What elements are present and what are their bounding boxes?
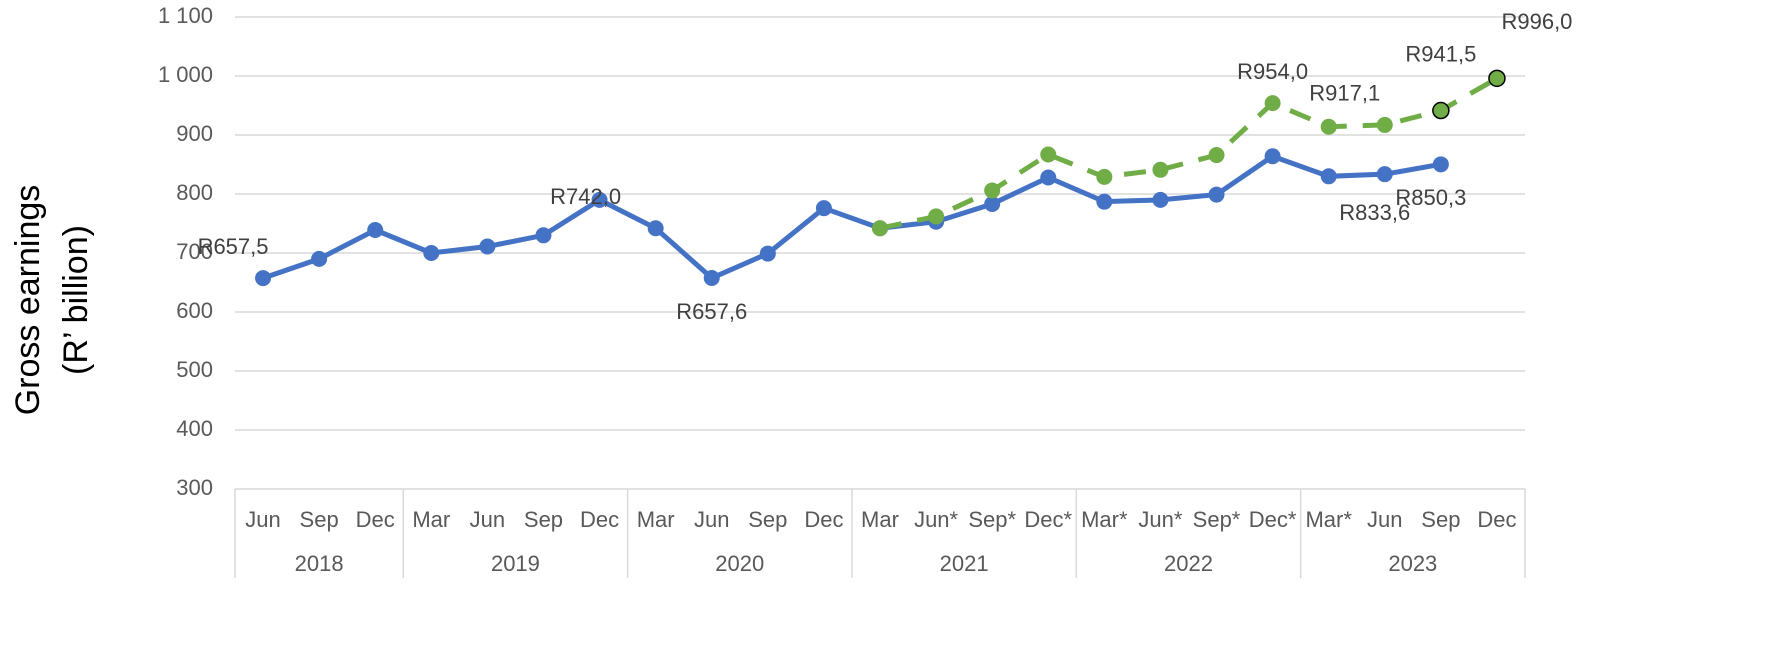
data-label: R657,6 [676, 299, 747, 324]
y-tick-label: 300 [176, 475, 213, 500]
x-tick-label: Dec [356, 507, 395, 532]
x-tick-label: Mar [861, 507, 899, 532]
x-tick-label: Mar* [1081, 507, 1128, 532]
point [1152, 161, 1169, 178]
group-label: 2023 [1388, 551, 1437, 576]
x-tick-label: Sep [524, 507, 563, 532]
y-tick-label: 900 [176, 121, 213, 146]
point [815, 200, 832, 217]
y-axis-title: (R’ billion) [57, 225, 95, 375]
x-tick-label: Jun* [1138, 507, 1182, 532]
x-tick-label: Mar [637, 507, 675, 532]
point [1040, 169, 1057, 186]
x-tick-label: Sep* [1193, 507, 1241, 532]
x-tick-label: Sep [748, 507, 787, 532]
series-line [262, 153, 1442, 281]
data-label: R996,0 [1501, 9, 1572, 34]
x-tick-label: Jun [470, 507, 505, 532]
y-tick-label: 1 000 [158, 62, 213, 87]
point [255, 270, 272, 287]
point [1096, 193, 1113, 210]
point [984, 182, 1001, 199]
x-tick-label: Jun [694, 507, 729, 532]
data-label: R742,0 [550, 184, 621, 209]
point [872, 220, 888, 237]
point [1208, 147, 1225, 164]
data-label: R833,6 [1339, 200, 1410, 225]
y-tick-label: 700 [176, 239, 213, 264]
point [1040, 146, 1057, 163]
y-tick-label: 1 100 [158, 3, 213, 28]
y-tick-label: 800 [176, 180, 213, 205]
point [1432, 101, 1450, 120]
data-label: R954,0 [1237, 59, 1308, 84]
point [367, 221, 384, 238]
group-label: 2019 [491, 551, 540, 576]
point [1264, 148, 1281, 165]
point [1152, 191, 1169, 208]
point [1096, 168, 1113, 185]
group-label: 2021 [940, 551, 989, 576]
x-tick-label: Mar* [1305, 507, 1352, 532]
point [647, 220, 664, 237]
x-tick-label: Sep [1421, 507, 1460, 532]
point [984, 196, 1001, 213]
x-tick-label: Dec [1477, 507, 1516, 532]
y-tick-label: 400 [176, 416, 213, 441]
x-tick-label: Jun [1367, 507, 1402, 532]
point [1376, 166, 1393, 183]
point [1376, 116, 1393, 133]
point [535, 227, 552, 244]
point [1320, 118, 1337, 135]
y-axis-title: Gross earnings [9, 185, 47, 416]
x-tick-label: Sep* [968, 507, 1016, 532]
point [1208, 186, 1225, 203]
data-label: R941,5 [1405, 41, 1476, 66]
group-label: 2020 [715, 551, 764, 576]
x-tick-label: Dec [804, 507, 843, 532]
x-tick-label: Jun* [914, 507, 958, 532]
point [479, 238, 496, 255]
data-label: R657,5 [198, 234, 269, 259]
point [1320, 168, 1337, 185]
x-tick-label: Mar [412, 507, 450, 532]
y-tick-label: 600 [176, 298, 213, 323]
point [311, 250, 328, 267]
point [423, 245, 440, 261]
point [1264, 95, 1281, 112]
y-tick-label: 500 [176, 357, 213, 382]
group-label: 2022 [1164, 551, 1213, 576]
point [703, 270, 720, 287]
x-tick-label: Sep [300, 507, 339, 532]
x-tick-label: Dec* [1024, 507, 1072, 532]
group-label: 2018 [295, 551, 344, 576]
point [1432, 156, 1449, 173]
point [1488, 69, 1506, 88]
x-tick-label: Dec [580, 507, 619, 532]
data-label: R850,3 [1395, 185, 1466, 210]
point [591, 191, 608, 208]
x-tick-label: Jun [245, 507, 280, 532]
point [759, 245, 776, 262]
point [928, 208, 945, 225]
data-label: R917,1 [1309, 81, 1380, 106]
x-tick-label: Dec* [1249, 507, 1297, 532]
